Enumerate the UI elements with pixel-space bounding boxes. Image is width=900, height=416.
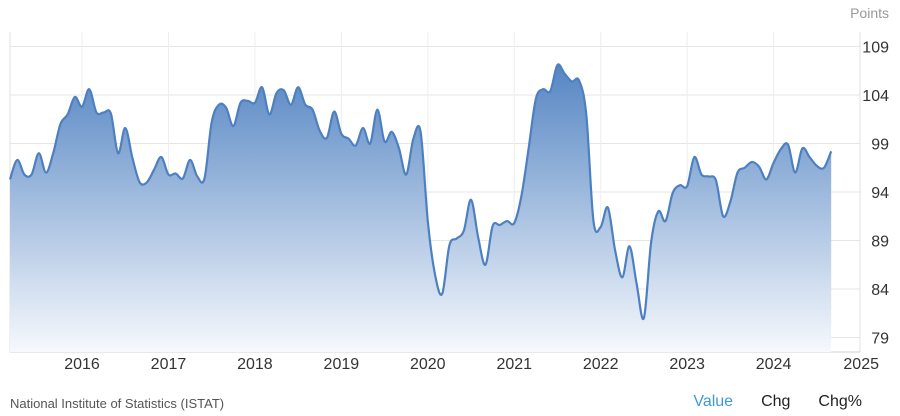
tab-value[interactable]: Value — [693, 393, 734, 410]
y-tick-label: 109 — [862, 40, 889, 57]
x-tick-label: 2020 — [410, 356, 446, 373]
unit-label: Points — [850, 5, 889, 21]
area-series — [8, 63, 833, 352]
y-tick-label: 94 — [871, 185, 889, 202]
x-tick-label: 2021 — [496, 356, 532, 373]
footer: National Institute of Statistics (ISTAT)… — [0, 388, 900, 416]
y-tick-label: 99 — [871, 137, 889, 154]
y-tick-label: 89 — [871, 233, 889, 250]
x-tick-label: 2019 — [324, 356, 360, 373]
x-tick-label: 2016 — [64, 356, 100, 373]
y-tick-label: 79 — [871, 330, 889, 347]
x-tick-label: 2024 — [756, 356, 792, 373]
tab-chg[interactable]: Chg — [761, 393, 791, 410]
x-tick-label: 2022 — [583, 356, 619, 373]
y-tick-label: 104 — [862, 88, 889, 105]
tab-chg-percent[interactable]: Chg% — [818, 393, 862, 410]
y-tick-label: 84 — [871, 282, 889, 299]
view-tabs: Value Chg Chg% — [693, 393, 862, 411]
x-tick-label: 2018 — [237, 356, 273, 373]
x-tick-label: 2025 — [843, 356, 879, 373]
source-label: National Institute of Statistics (ISTAT) — [10, 396, 225, 411]
x-tick-label: 2023 — [669, 356, 705, 373]
series-line — [8, 63, 833, 321]
y-axis: 79 84 89 94 99 104 109 — [862, 40, 889, 348]
x-axis: 2016 2017 2018 2019 2020 2021 2022 2023 2024 2025 — [64, 356, 879, 373]
x-tick-label: 2017 — [151, 356, 187, 373]
chart: 79 84 89 94 99 104 109 2016 2017 2018 2019 2020 202… — [8, 5, 889, 373]
series-area-fill — [10, 64, 832, 352]
